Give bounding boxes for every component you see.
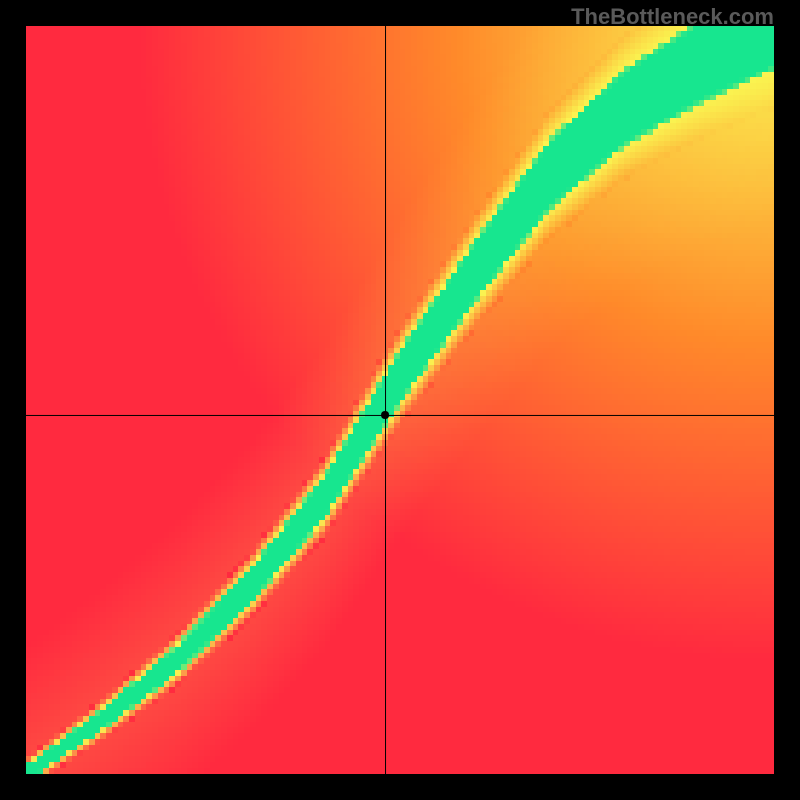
watermark-text: TheBottleneck.com — [571, 4, 774, 30]
chart-container: TheBottleneck.com — [0, 0, 800, 800]
bottleneck-heatmap — [26, 26, 774, 774]
